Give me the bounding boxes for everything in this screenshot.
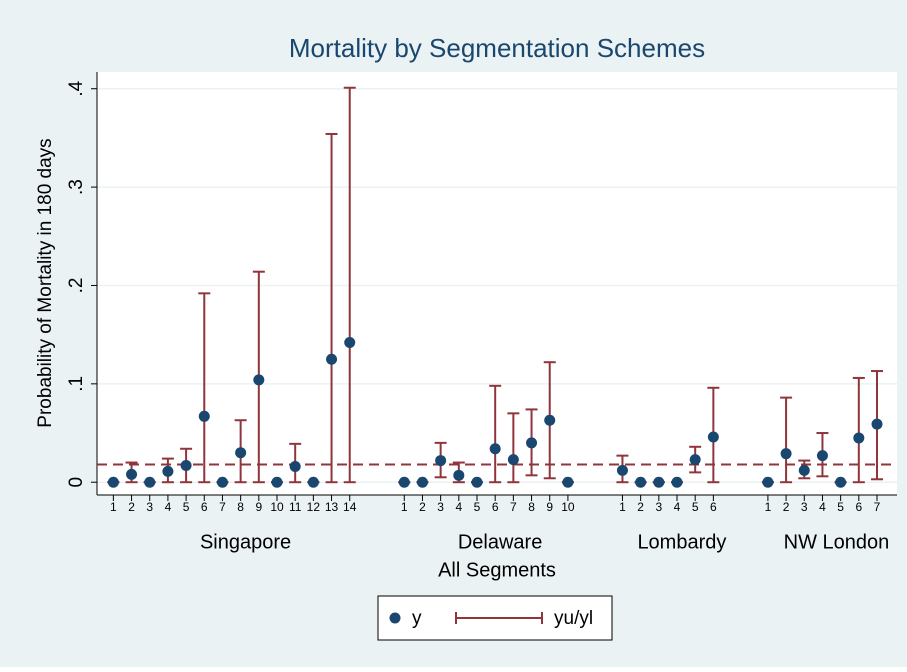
x-tick-label: 6 (855, 500, 862, 514)
x-tick-label: 7 (510, 500, 517, 514)
plot-area (97, 72, 897, 495)
dot (616, 464, 628, 476)
dot (562, 476, 574, 488)
x-tick-label: 2 (128, 500, 135, 514)
dot (489, 443, 501, 455)
dot (398, 476, 410, 488)
dot (526, 437, 538, 449)
dot (671, 476, 683, 488)
dot (544, 414, 556, 426)
dot (326, 353, 338, 365)
x-tick-label: 3 (146, 500, 153, 514)
x-tick-label: 1 (765, 500, 772, 514)
dot (871, 418, 883, 430)
dot (453, 469, 465, 481)
x-tick-label: 3 (801, 500, 808, 514)
x-tick-label: 4 (819, 500, 826, 514)
x-tick-label: 3 (655, 500, 662, 514)
y-tick-label: 0 (66, 477, 87, 488)
x-tick-label: 8 (237, 500, 244, 514)
x-tick-label: 7 (219, 500, 226, 514)
dot (835, 476, 847, 488)
dot (471, 476, 483, 488)
dot (707, 431, 719, 443)
x-tick-label: 4 (165, 500, 172, 514)
dot (126, 468, 138, 480)
x-tick-label: 1 (619, 500, 626, 514)
chart-title: Mortality by Segmentation Schemes (289, 33, 705, 63)
x-tick-label: 11 (289, 500, 302, 514)
x-tick-label: 14 (343, 500, 357, 514)
x-tick-label: 9 (255, 500, 262, 514)
x-tick-label: 1 (401, 500, 408, 514)
x-tick-label: 7 (874, 500, 881, 514)
x-tick-label: 5 (692, 500, 699, 514)
legend-label: yu/yl (554, 608, 593, 629)
dot (416, 476, 428, 488)
x-tick-label: 5 (183, 500, 190, 514)
dot (689, 454, 701, 466)
x-tick-label: 6 (201, 500, 208, 514)
x-tick-label: 2 (419, 500, 426, 514)
x-tick-label: 1 (110, 500, 117, 514)
dot (798, 464, 810, 476)
x-tick-label: 2 (783, 500, 790, 514)
dot (144, 476, 156, 488)
x-tick-label: 12 (307, 500, 321, 514)
x-tick-label: 3 (437, 500, 444, 514)
x-tick-label: 8 (528, 500, 535, 514)
dot (816, 450, 828, 462)
y-tick-label: .1 (66, 376, 87, 392)
dot (307, 476, 319, 488)
y-tick-label: .4 (66, 80, 87, 96)
group-label: Lombardy (637, 531, 726, 553)
x-tick-label: 13 (325, 500, 339, 514)
x-tick-label: 6 (710, 500, 717, 514)
dot (198, 410, 210, 422)
dot (653, 476, 665, 488)
dot (235, 447, 247, 459)
dot (216, 476, 228, 488)
x-tick-label: 4 (674, 500, 681, 514)
dot (344, 337, 356, 349)
dot (435, 455, 447, 467)
y-tick-label: .3 (66, 179, 87, 195)
y-tick-label: .2 (66, 278, 87, 294)
dot (853, 432, 865, 444)
dot (180, 459, 192, 471)
x-tick-label: 2 (637, 500, 644, 514)
dot (635, 476, 647, 488)
dot (107, 476, 119, 488)
dot (762, 476, 774, 488)
group-label: Singapore (200, 531, 291, 553)
x-tick-label: 10 (561, 500, 575, 514)
legend-label: y (412, 608, 422, 629)
dot (780, 448, 792, 460)
x-tick-label: 5 (474, 500, 481, 514)
legend-dot (389, 612, 401, 624)
x-tick-label: 6 (492, 500, 499, 514)
x-tick-label: 5 (837, 500, 844, 514)
dot (253, 374, 265, 386)
dot (507, 454, 519, 466)
x-tick-label: 9 (546, 500, 553, 514)
x-tick-label: 4 (455, 500, 462, 514)
dot (289, 460, 301, 472)
x-axis-label: All Segments (438, 559, 556, 581)
dot (162, 465, 174, 477)
dot (271, 476, 283, 488)
y-axis-label: Probability of Mortality in 180 days (35, 138, 56, 427)
x-tick-label: 10 (270, 500, 284, 514)
group-label: Delaware (458, 531, 542, 553)
group-label: NW London (784, 531, 890, 553)
